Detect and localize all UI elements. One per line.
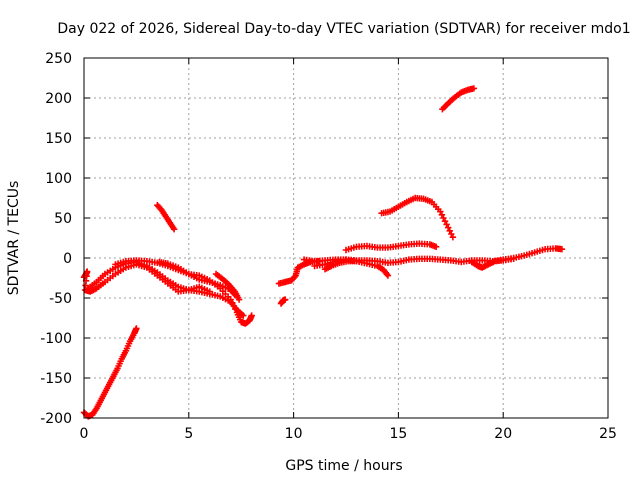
data-point <box>282 296 289 303</box>
x-tick-label: 20 <box>494 426 512 442</box>
y-tick-label: -50 <box>49 291 72 307</box>
series-arc-l <box>342 240 440 254</box>
x-tick-label: 0 <box>80 426 89 442</box>
x-axis-label: GPS time / hours <box>285 458 402 474</box>
y-tick-label: 200 <box>45 91 72 107</box>
x-tick-label: 25 <box>599 426 617 442</box>
data-point <box>510 255 517 262</box>
plot-area <box>80 85 566 420</box>
plot-frame <box>83 57 609 419</box>
data-point <box>248 312 255 319</box>
data-point <box>133 325 140 332</box>
x-tick-label: 10 <box>285 426 303 442</box>
series-arc-n <box>439 85 478 113</box>
series-arc-f <box>80 325 140 420</box>
x-tick-label: 5 <box>184 426 193 442</box>
series-arc-o <box>468 255 517 271</box>
y-tick-label: -150 <box>40 371 72 387</box>
y-tick-label: -200 <box>40 411 72 427</box>
y-tick-label: 100 <box>45 171 72 187</box>
data-point <box>470 85 478 92</box>
y-tick-label: 250 <box>45 51 72 67</box>
y-tick-label: 150 <box>45 131 72 147</box>
data-point <box>353 258 360 265</box>
data-point <box>170 226 178 233</box>
data-point <box>235 296 243 303</box>
series-arc-m <box>378 194 457 241</box>
series-arc-p <box>321 258 360 273</box>
series-arc-e <box>212 270 243 303</box>
data-point <box>432 243 440 250</box>
y-axis-label: SDTVAR / TECUs <box>6 181 22 296</box>
series-arc-g <box>154 202 178 233</box>
y-tick-label: 0 <box>63 251 72 267</box>
series-arc-h <box>277 296 289 307</box>
data-point <box>558 246 566 253</box>
data-point <box>240 312 247 319</box>
y-tick-label: -100 <box>40 331 72 347</box>
axis-ticks: 0 5 10 15 20 25 -200 -150 -100 -50 0 50 100 150 200 250 <box>40 51 617 442</box>
y-tick-label: 50 <box>54 211 72 227</box>
chart-title: Day 022 of 2026, Sidereal Day-to-day VTE… <box>57 21 630 37</box>
data-point <box>449 234 457 241</box>
grid <box>84 58 608 418</box>
data-point <box>384 272 392 279</box>
x-tick-label: 15 <box>389 426 407 442</box>
